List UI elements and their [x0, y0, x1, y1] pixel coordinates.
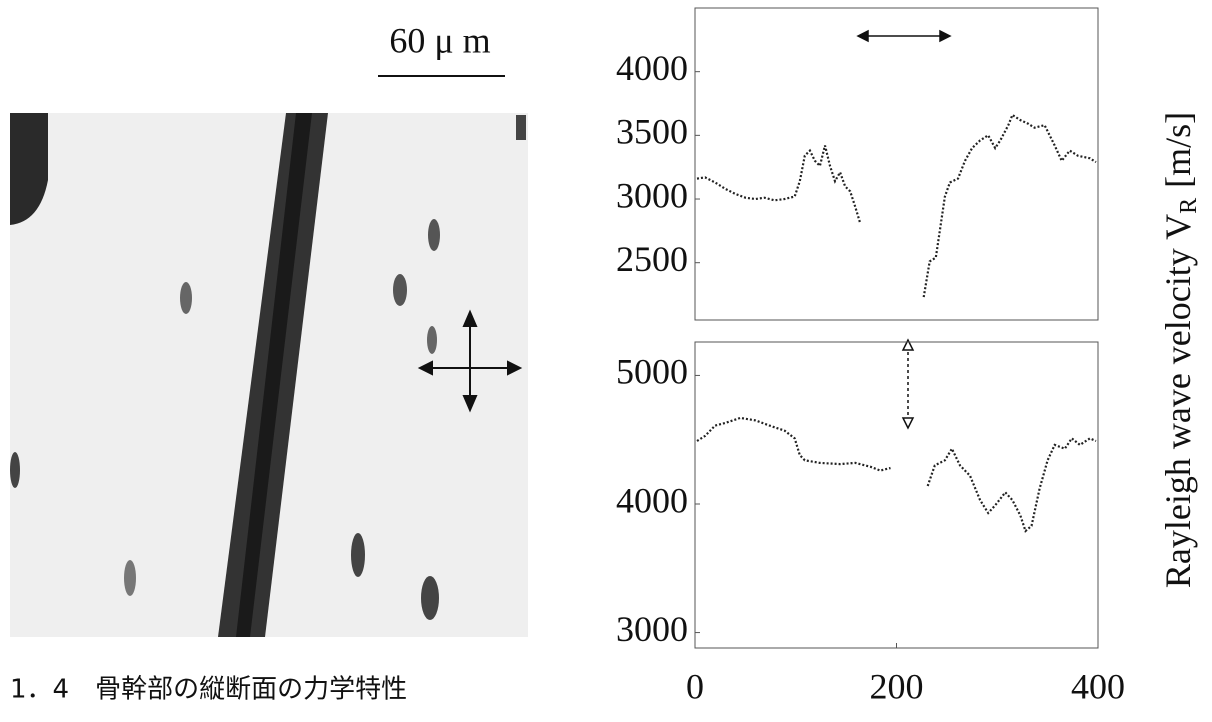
data-line — [696, 113, 1097, 298]
y-tick-label: 3500 — [616, 112, 688, 152]
plot-frame — [694, 341, 1099, 649]
arrows — [856, 29, 952, 430]
y-tick-label: 3000 — [616, 175, 688, 215]
micrograph — [10, 113, 528, 637]
x-tick-label: 400 — [1071, 666, 1125, 706]
y-tick-label: 5000 — [616, 352, 688, 392]
y-axis-label-text: Rayleigh wave velocity V — [1158, 214, 1198, 588]
data-line — [696, 416, 1097, 533]
y-tick-label: 4000 — [616, 480, 688, 520]
y-axis-label-subscript: R — [1176, 198, 1202, 214]
scale-bar-label: 60 μ m — [389, 20, 490, 60]
y-tick-label: 2500 — [616, 239, 688, 279]
plot-frame — [694, 7, 1099, 321]
x-tick-label: 0 — [686, 666, 704, 706]
y-tick-label: 4000 — [616, 48, 688, 88]
y-axis-label-unit: [m/s] — [1158, 112, 1198, 188]
x-tick-label: 200 — [870, 666, 924, 706]
y-axis-label: Rayleigh wave velocity VR [m/s] — [1158, 112, 1201, 588]
y-tick-label: 3000 — [616, 609, 688, 649]
caption: 1．4 骨幹部の縦断面の力学特性 — [10, 675, 407, 705]
